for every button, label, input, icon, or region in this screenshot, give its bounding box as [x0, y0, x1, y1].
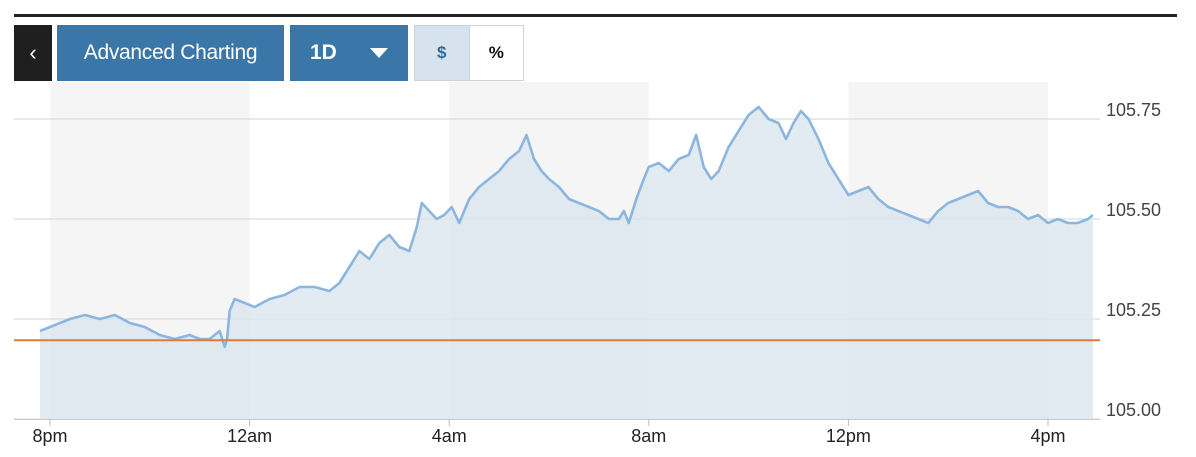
price-line — [39, 105, 1094, 349]
unit-toggle: $ % — [414, 25, 524, 81]
dollar-icon: $ — [437, 43, 447, 62]
advanced-charting-label: Advanced Charting — [83, 41, 258, 64]
y-tick-label-3: 105.00 — [1106, 400, 1161, 420]
y-tick-label-2: 105.25 — [1106, 300, 1161, 320]
chevron-left-icon: ‹ — [29, 40, 37, 65]
x-tick-label-3: 8am — [631, 426, 666, 446]
x-tick-label-5: 4pm — [1030, 426, 1065, 446]
top-divider — [14, 14, 1177, 17]
percent-icon: % — [488, 43, 504, 62]
advanced-charting-button[interactable]: Advanced Charting — [57, 25, 284, 81]
y-tick-label-1: 105.50 — [1106, 200, 1161, 220]
y-tick-label-0: 105.75 — [1106, 100, 1161, 120]
x-tick-label-4: 12pm — [826, 426, 871, 446]
time-range-dropdown[interactable]: 1D — [290, 25, 408, 81]
caret-down-icon — [370, 48, 388, 58]
x-tick-label-1: 12am — [227, 426, 272, 446]
unit-percent-button[interactable]: % — [469, 26, 523, 80]
unit-dollar-button[interactable]: $ — [415, 26, 470, 80]
back-button[interactable]: ‹ — [14, 25, 52, 81]
x-tick-label-0: 8pm — [32, 426, 67, 446]
time-range-value: 1D — [310, 41, 337, 64]
x-tick-label-2: 4am — [432, 426, 467, 446]
